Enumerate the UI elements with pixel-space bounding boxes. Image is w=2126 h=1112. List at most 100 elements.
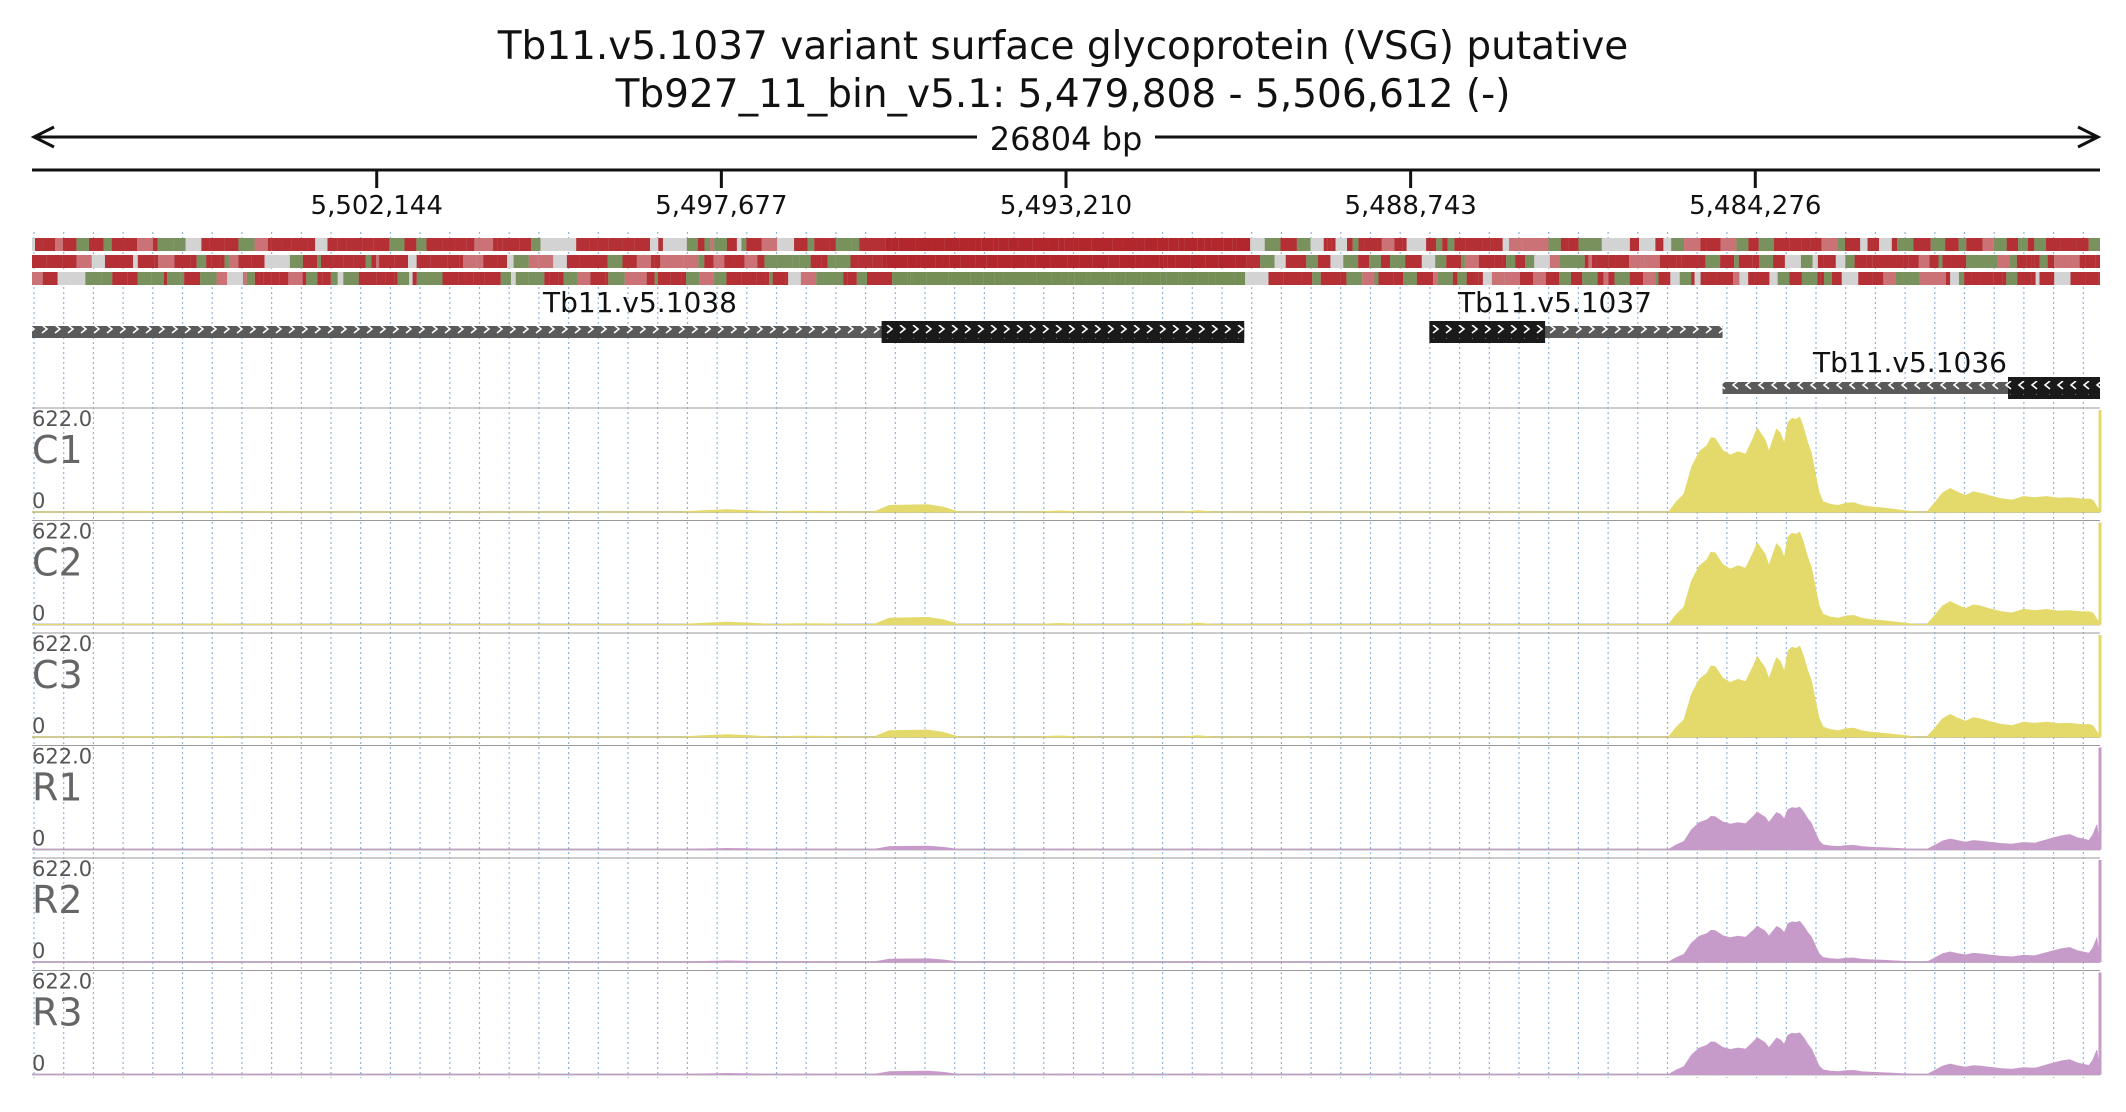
heat-strip-segment [1971,272,1981,285]
heat-strip-segment [35,238,43,251]
heat-strip-segment [229,238,239,251]
heat-strip-segment [998,238,1009,251]
heat-strip-segment [1008,238,1019,251]
heat-strip-segment [394,255,409,268]
heat-strip-segment [665,238,678,251]
heat-strip-segment [699,272,715,285]
heat-strip-segment [654,272,658,285]
heat-strip-segment [1122,238,1137,251]
heat-strip-segment [1494,255,1503,268]
heat-strip-segment [1493,238,1503,251]
heat-strip-segment [2035,272,2040,285]
heat-strip-segment [1483,255,1495,268]
heat-strip-segment [605,272,609,285]
heat-strip-segment [184,272,201,285]
heat-strip-segment [1478,255,1484,268]
heat-strip-segment [65,272,80,285]
heat-strip-segment [1381,238,1395,251]
heat-strip-segment [1752,255,1760,268]
heat-strip-segment [1769,272,1778,285]
heat-strip-segment [42,238,56,251]
heat-strip-segment [1374,272,1379,285]
heat-strip-segment [2067,255,2080,268]
heat-strip-segment [1615,238,1630,251]
coverage-area-C1 [32,416,2101,513]
heat-strip-segment [907,255,917,268]
heat-strip-segment [1720,255,1735,268]
heat-strip-segment [409,272,413,285]
heat-strip-segment [756,272,766,285]
heat-strip-segment [1296,238,1311,251]
heat-strip-segment [1025,255,1036,268]
heat-strip-segment [1331,238,1336,251]
heat-strip-segment [322,272,331,285]
heat-strip-segment [271,272,280,285]
heat-strip-segment [1250,238,1265,251]
heat-strip-segment [2027,238,2035,251]
heat-strip-segment [1866,255,1873,268]
heat-strip-segment [158,255,175,268]
heat-strip-segment [566,255,580,268]
heat-strip-segment [832,272,844,285]
heat-strip-segment [867,255,873,268]
heat-strip-segment [744,255,758,268]
heat-strip-segment [545,238,561,251]
heat-strip-segment [238,255,252,268]
heat-strip-segment [597,238,609,251]
heat-strip-segment [2009,255,2017,268]
heat-strip-segment [858,255,868,268]
heat-strip-segment [376,255,380,268]
heat-strip-segment [227,272,243,285]
heat-strip-segment [1011,255,1026,268]
figure-title: Tb11.v5.1037 variant surface glycoprotei… [497,24,1629,69]
heat-strip-segment [333,255,344,268]
heat-strip-segment [430,255,448,268]
heat-strip-segment [1655,238,1664,251]
heat-strip-segment [792,255,800,268]
y-min-label: 0 [32,827,45,851]
heat-strip-segment [500,272,511,285]
heat-strip-segment [1178,238,1185,251]
heat-strip-segment [2006,272,2018,285]
heat-strip-segment [1447,238,1455,251]
heat-strip-segment [343,255,354,268]
heat-strip-segment [111,238,125,251]
heat-strip-segment [1640,255,1645,268]
heat-strip-segment [528,255,539,268]
heat-strip-segment [357,255,366,268]
heat-strip-segment [1698,255,1706,268]
heat-strip-segment [1438,272,1453,285]
heat-strip-segment [671,255,684,268]
heat-strip-segment [714,272,727,285]
heat-strip-segment [898,255,908,268]
heat-strip-segment [1362,272,1375,285]
heat-strip-segment [913,272,927,285]
heat-strip-segment [1951,255,1967,268]
heat-strip-segment [1018,272,1022,285]
heat-strip-segment [264,255,277,268]
heat-strip-segment [1576,255,1585,268]
heat-strip-segment [2098,272,2100,285]
heat-strip-segment [1211,238,1224,251]
heat-strip-segment [1160,272,1167,285]
heat-strip-segment [1845,255,1855,268]
heat-strip-segment [1491,272,1505,285]
gene-cds-arrows [2008,381,2100,395]
coverage-area-R2 [32,921,2101,963]
heat-strip-segment [185,238,202,251]
heat-strip-segment [1184,238,1198,251]
heat-strip-segment [1490,238,1494,251]
heat-strip-segment [1821,238,1838,251]
heat-strip-segment [1502,255,1507,268]
heat-strip-segment [1676,255,1682,268]
heat-strip-segment [1364,238,1382,251]
heat-strip-segment [540,238,546,251]
heat-strip-segment [484,272,501,285]
heat-strip-segment [660,255,672,268]
heat-strip-segment [1789,272,1802,285]
heat-strip-segment [1739,272,1749,285]
heat-strip-segment [1285,255,1294,268]
heat-strip-segment [957,272,962,285]
heat-strip-segment [79,272,86,285]
heat-strip-segment [867,272,880,285]
